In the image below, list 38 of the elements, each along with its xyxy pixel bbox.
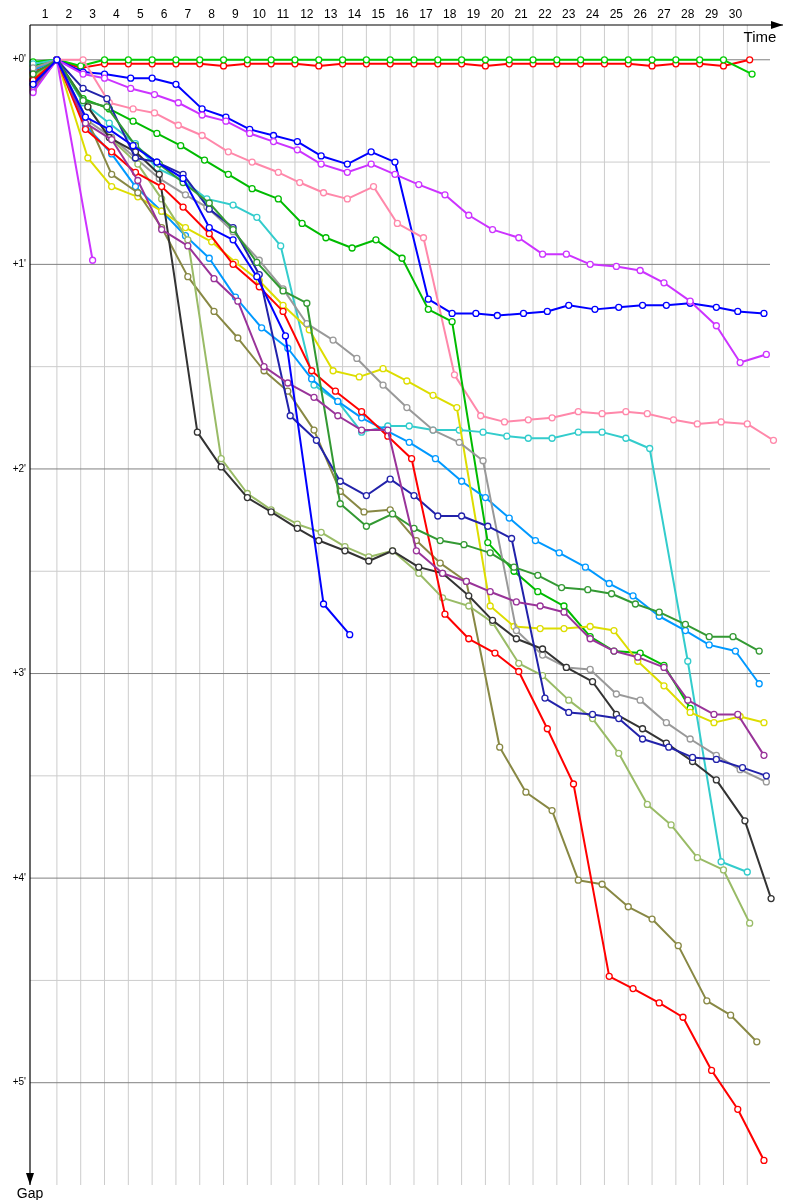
- x-tick-label: 15: [371, 7, 386, 21]
- x-tick-label: 26: [633, 7, 648, 21]
- x-tick-label: 27: [657, 7, 671, 21]
- x-tick-label: 10: [252, 7, 267, 21]
- x-tick-label: 3: [89, 7, 97, 21]
- x-tick-label: 25: [609, 7, 624, 21]
- y-tick-label: +2': [12, 462, 27, 474]
- x-tick-label: 28: [681, 7, 695, 21]
- x-tick-label: 22: [538, 7, 552, 21]
- x-tick-label: 21: [514, 7, 529, 21]
- x-tick-label: 16: [395, 7, 410, 21]
- x-tick-label: 29: [704, 7, 719, 21]
- x-tick-label: 23: [562, 7, 576, 21]
- x-tick-label: 20: [490, 7, 505, 21]
- x-tick-label: 2: [65, 7, 73, 21]
- x-tick-label: 4: [113, 7, 121, 21]
- x-tick-label: 13: [324, 7, 338, 21]
- x-tick-label: 24: [585, 7, 600, 21]
- x-tick-label: 17: [419, 7, 433, 21]
- x-tick-label: 14: [347, 7, 362, 21]
- y-tick-label: +5': [12, 1076, 27, 1088]
- x-tick-label: 12: [300, 7, 314, 21]
- x-tick-label: 5: [136, 7, 144, 21]
- x-tick-label: 30: [728, 7, 743, 21]
- x-tick-label: 7: [184, 7, 192, 21]
- x-tick-label: 6: [160, 7, 168, 21]
- x-tick-label: 8: [208, 7, 216, 21]
- x-tick-label: 9: [232, 7, 240, 21]
- x-tick-label: 11: [276, 7, 290, 21]
- x-axis-title: Time: [743, 28, 777, 45]
- x-tick-label: 19: [466, 7, 481, 21]
- y-axis-title: Gap: [16, 1185, 44, 1200]
- y-tick-label: +4': [12, 871, 27, 883]
- y-tick-label: +3': [12, 667, 27, 679]
- x-tick-label: 18: [443, 7, 457, 21]
- y-tick-label: +0': [12, 53, 27, 65]
- y-tick-label: +1': [12, 258, 27, 270]
- x-tick-label: 1: [41, 7, 49, 21]
